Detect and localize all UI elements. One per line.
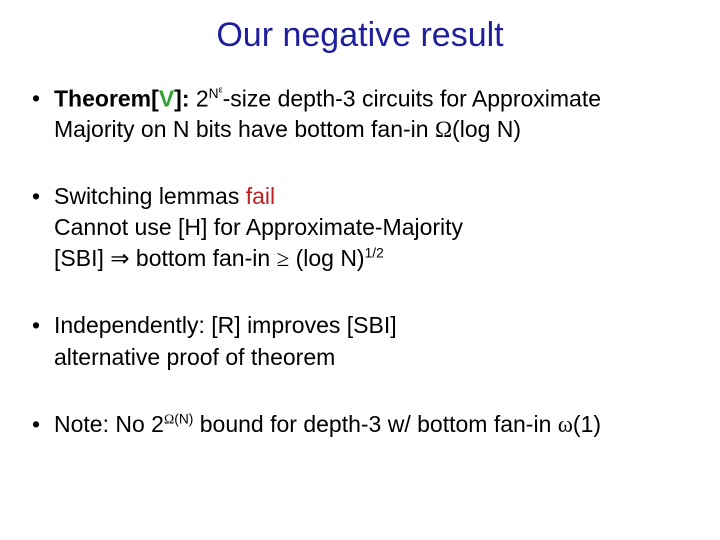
- b3-l1: Independently: [R] improves [SBI]: [54, 312, 397, 338]
- b2-l3a: [SBI]: [54, 245, 110, 271]
- b1-p1: 2: [189, 85, 208, 111]
- bullet-note: Note: No 2Ω(N) bound for depth-3 w/ bott…: [28, 409, 692, 440]
- b2-l2: Cannot use [H] for Approximate-Majority: [54, 214, 463, 240]
- b4-exp-rest: (N): [174, 411, 193, 426]
- b4-exp: Ω(N): [164, 411, 193, 426]
- omega-exp-icon: Ω: [164, 411, 174, 426]
- bullet-independently: Independently: [R] improves [SBI] altern…: [28, 310, 692, 372]
- b2-l3c: (log N): [289, 245, 364, 271]
- fail-text: fail: [246, 183, 275, 209]
- bullet-list: Theorem[V]: 2Nε-size depth-3 circuits fo…: [28, 83, 692, 440]
- small-omega-icon: ω: [558, 412, 573, 437]
- bracket-open: [: [151, 85, 159, 111]
- b2-l1a: Switching lemmas: [54, 183, 246, 209]
- bullet-theorem: Theorem[V]: 2Nε-size depth-3 circuits fo…: [28, 83, 692, 145]
- b4-p1: Note: No 2: [54, 411, 164, 437]
- geq-icon: ≥: [277, 246, 290, 271]
- bracket-v: V: [159, 85, 174, 111]
- slide-title: Our negative result: [28, 16, 692, 55]
- b1-exp: Nε: [209, 86, 223, 101]
- implies-icon: ⇒: [110, 246, 129, 271]
- b4-p3: (1): [573, 411, 601, 437]
- b1-exp-n: N: [209, 86, 219, 101]
- b3-l2: alternative proof of theorem: [54, 344, 335, 370]
- b1-l2a: Majority on N bits have bottom fan-in: [54, 116, 435, 142]
- b2-exp: 1/2: [365, 246, 384, 261]
- bullet-switching: Switching lemmas fail Cannot use [H] for…: [28, 181, 692, 274]
- omega-icon: Ω: [435, 117, 452, 142]
- b1-l2b: (log N): [452, 116, 521, 142]
- bracket-close: ]:: [174, 85, 189, 111]
- theorem-label: Theorem: [54, 85, 151, 111]
- b2-l3b: bottom fan-in: [130, 245, 277, 271]
- b4-p2: bound for depth-3 w/ bottom fan-in: [193, 411, 557, 437]
- b1-p2: -size depth-3 circuits for Approximate: [223, 85, 601, 111]
